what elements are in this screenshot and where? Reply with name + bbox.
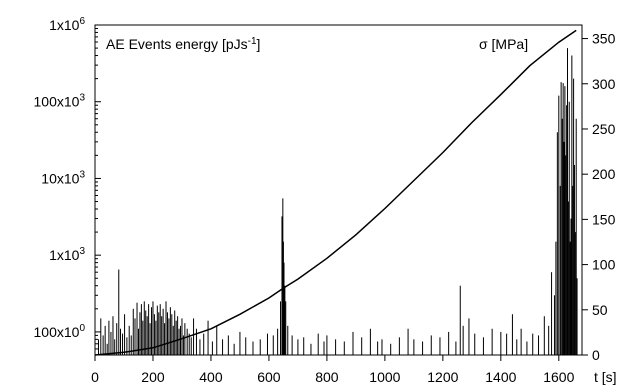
x-tick-label: 400 [199,369,223,385]
x-axis: 0 200 400 600 800 1000 1200 1400 1600 [91,355,574,385]
right-tick-label: 200 [592,166,616,182]
x-tick-label: 1000 [369,369,400,385]
ae-events-spikes [98,48,577,355]
left-series-label: AE Events energy [pJs-1] [106,36,260,52]
right-tick-label: 250 [592,121,616,137]
left-tick-label: 1x106 [49,16,85,33]
stress-curve [95,30,576,355]
left-tick-label: 100x103 [34,93,86,110]
left-tick-label: 100x100 [34,323,86,340]
right-tick-label: 0 [592,347,600,363]
x-tick-label: 1600 [543,369,574,385]
x-axis-label: t [s] [594,369,617,385]
right-axis: 0 50 100 150 200 250 300 350 [582,31,616,363]
right-tick-label: 100 [592,257,616,273]
right-tick-label: 150 [592,211,616,227]
right-tick-label: 50 [592,302,608,318]
x-tick-label: 1400 [485,369,516,385]
plot-frame [95,25,582,355]
x-tick-label: 0 [91,369,99,385]
left-tick-label: 10x103 [41,169,85,186]
x-tick-label: 600 [257,369,281,385]
right-series-label: σ [MPa] [479,36,528,52]
x-tick-label: 1200 [427,369,458,385]
x-tick-label: 800 [315,369,339,385]
right-tick-label: 300 [592,76,616,92]
left-tick-label: 1x103 [49,246,85,263]
left-axis: 100x100 1x103 10x103 100x103 1x106 [34,16,102,355]
x-tick-label: 200 [141,369,165,385]
right-tick-label: 350 [592,31,616,47]
